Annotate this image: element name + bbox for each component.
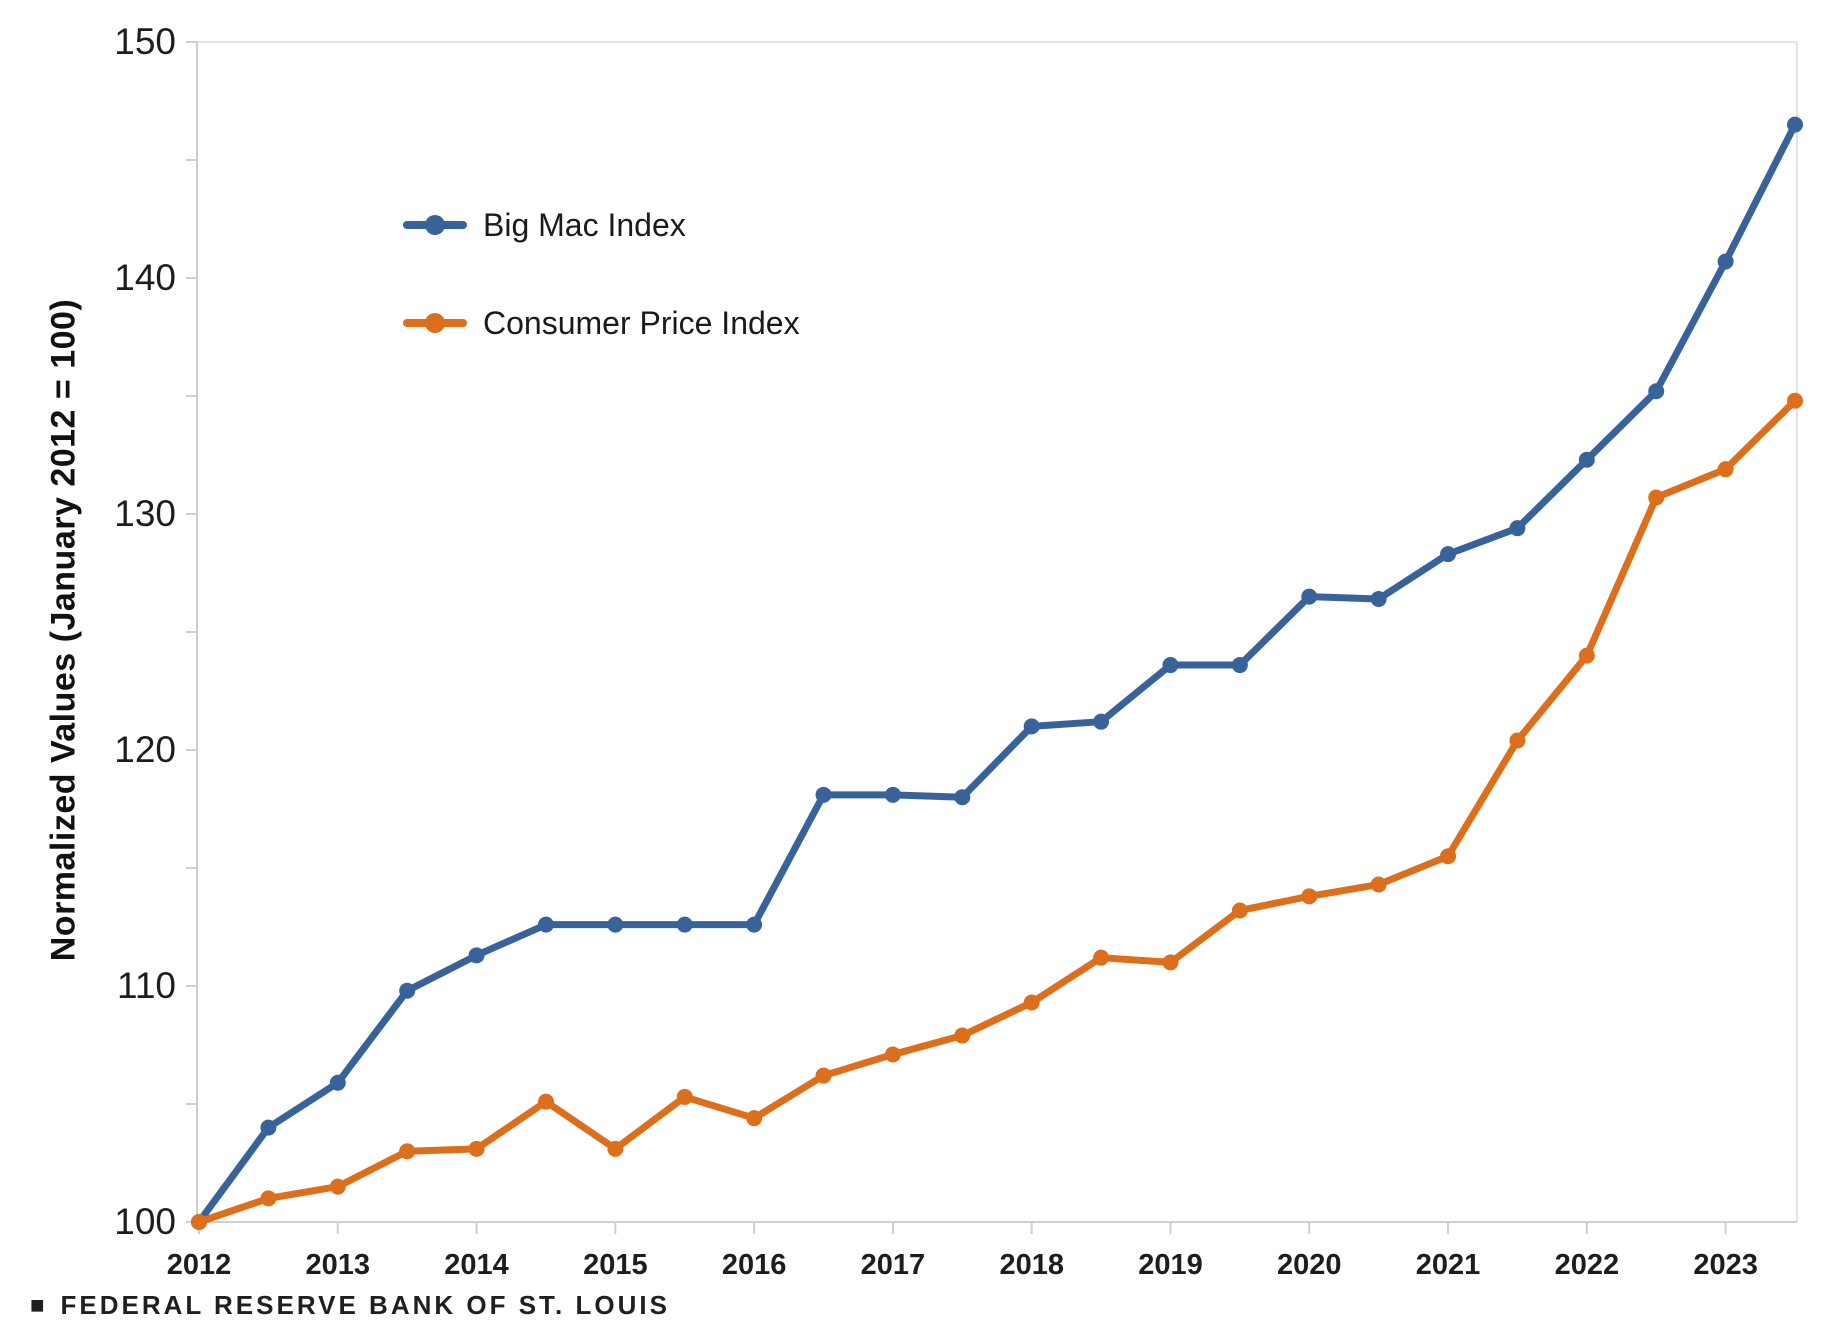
data-point-big-mac-index [260,1119,277,1136]
data-point-consumer-price-index [329,1178,346,1195]
data-point-big-mac-index [1717,253,1734,270]
data-point-consumer-price-index [260,1190,277,1207]
y-tick-label: 140 [114,257,176,298]
legend-dot-swatch [425,215,445,235]
data-point-consumer-price-index [1370,876,1387,893]
y-tick-label: 150 [114,21,176,62]
data-point-consumer-price-index [468,1140,485,1157]
x-axis-tick-labels: 2012 2013 2014 2015 2016 2017 2018 2019 2020 2021… [167,1249,1758,1281]
data-point-consumer-price-index [1717,461,1734,478]
data-point-big-mac-index [1162,657,1179,674]
data-point-big-mac-index [1023,718,1040,735]
data-point-consumer-price-index [815,1067,832,1084]
data-point-big-mac-index [537,916,554,933]
x-tick-label: 2019 [1138,1249,1203,1281]
data-point-consumer-price-index [191,1214,207,1230]
data-series [191,116,1803,1230]
data-point-big-mac-index [954,789,971,806]
x-tick-label: 2014 [444,1249,509,1281]
y-tick-label: 100 [114,1201,176,1242]
legend: Big Mac Index Consumer Price Index [403,200,800,348]
y-axis-ticks [186,41,197,1223]
data-point-consumer-price-index [1578,647,1595,664]
legend-dot-swatch [425,313,445,333]
x-tick-label: 2012 [167,1249,232,1281]
data-point-big-mac-index [329,1074,346,1091]
y-axis-tick-labels: 100 110 120 130 140 150 [114,21,176,1242]
fred-logo-square-icon: ■ [30,1291,45,1319]
data-point-big-mac-index [468,947,485,964]
legend-marker [403,313,467,333]
x-tick-label: 2016 [722,1249,787,1281]
data-point-big-mac-index [1787,116,1803,133]
y-tick-label: 130 [114,493,176,534]
x-axis-ticks [198,1222,1727,1234]
chart-line-big-mac-index [195,121,1799,1226]
data-point-consumer-price-index [1648,489,1665,506]
data-point-big-mac-index [1301,588,1318,605]
data-point-consumer-price-index [537,1093,554,1110]
data-point-big-mac-index [1440,546,1457,563]
source-text: FEDERAL RESERVE BANK OF ST. LOUIS [60,1290,670,1320]
x-tick-label: 2015 [583,1249,648,1281]
legend-label: Big Mac Index [483,206,686,243]
data-point-big-mac-index [676,916,693,933]
chart-line-consumer-price-index [195,397,1799,1226]
data-point-consumer-price-index [676,1088,693,1105]
data-point-big-mac-index [607,916,624,933]
data-point-consumer-price-index [1093,949,1110,966]
y-axis-title: Normalized Values (January 2012 = 100) [44,298,83,962]
y-tick-label: 120 [114,729,176,770]
data-point-big-mac-index [1370,590,1387,607]
data-point-consumer-price-index [1787,392,1803,409]
x-tick-label: 2017 [861,1249,926,1281]
data-point-consumer-price-index [1440,848,1457,865]
data-point-big-mac-index [884,786,901,803]
data-point-big-mac-index [1509,520,1526,537]
x-tick-label: 2021 [1416,1249,1481,1281]
data-point-consumer-price-index [1301,888,1318,905]
legend-item-big-mac-index: Big Mac Index [403,200,800,250]
x-tick-label: 2013 [306,1249,371,1281]
data-point-big-mac-index [815,786,832,803]
x-tick-label: 2023 [1693,1249,1758,1281]
data-point-consumer-price-index [1231,902,1248,919]
data-point-big-mac-index [1648,383,1665,400]
data-point-consumer-price-index [746,1110,763,1127]
data-point-consumer-price-index [1023,994,1040,1011]
legend-label: Consumer Price Index [483,304,800,341]
x-tick-label: 2022 [1555,1249,1620,1281]
data-point-big-mac-index [746,916,763,933]
source-attribution: ■ FEDERAL RESERVE BANK OF ST. LOUIS [30,1290,670,1321]
x-tick-label: 2020 [1277,1249,1342,1281]
legend-item-consumer-price-index: Consumer Price Index [403,298,800,348]
data-point-consumer-price-index [607,1140,624,1157]
data-point-big-mac-index [1093,713,1110,730]
data-point-consumer-price-index [884,1046,901,1063]
data-point-consumer-price-index [399,1143,416,1160]
data-point-consumer-price-index [1509,732,1526,749]
x-tick-label: 2018 [999,1249,1064,1281]
data-point-big-mac-index [399,982,416,999]
data-point-consumer-price-index [1162,954,1179,971]
data-point-big-mac-index [1231,657,1248,674]
data-point-consumer-price-index [954,1027,971,1044]
legend-marker [403,215,467,235]
data-point-big-mac-index [1578,451,1595,468]
y-tick-label: 110 [117,965,176,1006]
